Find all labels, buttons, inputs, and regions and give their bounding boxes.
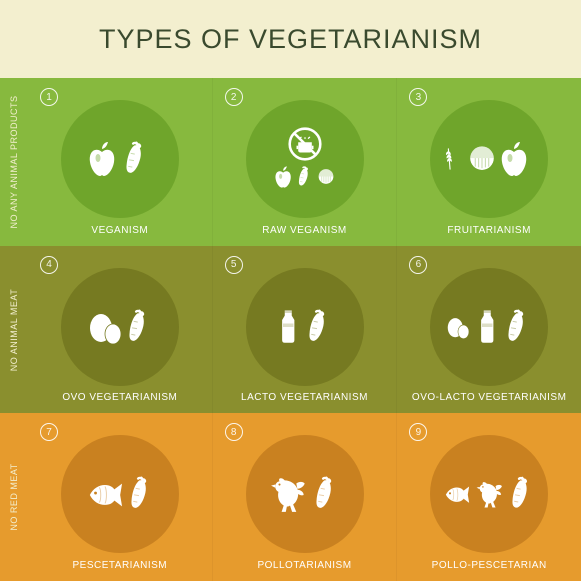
cell-9: 9 POLLO-PESCETARIAN [396,413,581,581]
cell-2: 2 RAW VEGANISM [212,78,397,246]
row-label: NO ANIMAL MEAT [9,250,19,410]
rooster-s-icon [475,478,507,510]
bottle-icon [475,303,503,351]
carrot-icon [308,305,334,349]
cell-1: 1 VEGANISM [28,78,212,246]
page: TYPES OF VEGETARIANISM NO ANY ANIMAL PRO… [0,0,581,581]
cells: 4 OVO VEGETARIANISM 5 LACTO VEGETARIANISM 6 O… [28,246,581,414]
carrot-icon [125,137,151,181]
eggs-icon [86,308,124,346]
cell-number: 2 [225,88,243,106]
row-label: NO RED MEAT [9,417,19,577]
apple-icon [501,140,533,178]
bottle-icon [276,303,304,351]
cell-3: 3 FRUITARIANISM [396,78,581,246]
page-title: TYPES OF VEGETARIANISM [99,24,482,55]
icon-circle [61,435,179,553]
apple-s-icon [275,165,295,189]
wheat-icon [445,138,463,180]
cell-number: 4 [40,256,58,274]
row-1: NO ANY ANIMAL PRODUCTS 1 VEGANISM 2 RAW VEGA… [0,78,581,246]
iconbox [442,287,537,367]
icon-circle [430,100,548,218]
icon-circle [246,435,364,553]
cell-label: POLLOTARIANISM [257,560,351,571]
icon-circle [246,268,364,386]
cells: 1 VEGANISM 2 RAW VEGANISM 3 FRUITARIANISM [28,78,581,246]
icon-circle [430,435,548,553]
cell-number: 7 [40,423,58,441]
cell-label: RAW VEGANISM [262,225,347,236]
iconbox [257,119,352,199]
cells: 7 PESCETARIANISM 8 POLLOTARIANISM 9 POLLO-PES… [28,413,581,581]
carrot-icon [511,472,537,516]
grid: NO ANY ANIMAL PRODUCTS 1 VEGANISM 2 RAW VEGA… [0,78,581,581]
iconbox [72,454,167,534]
iconbox [442,119,537,199]
row-label: NO ANY ANIMAL PRODUCTS [9,82,19,242]
cell-label: POLLO-PESCETARIAN [432,560,547,571]
nut-icon [467,143,497,175]
cell-number: 1 [40,88,58,106]
fish-icon [84,476,126,512]
cell-number: 9 [409,423,427,441]
iconbox [257,287,352,367]
cell-label: LACTO VEGETARIANISM [241,392,368,403]
carrot-s-icon [298,163,314,191]
cell-label: PESCETARIANISM [73,560,168,571]
carrot-icon [130,472,156,516]
cell-4: 4 OVO VEGETARIANISM [28,246,212,414]
cell-number: 5 [225,256,243,274]
fish-s-icon [442,481,472,507]
iconbox [442,454,537,534]
cell-number: 3 [409,88,427,106]
iconbox [257,454,352,534]
nut-s-icon [317,167,335,187]
icon-circle [430,268,548,386]
carrot-icon [128,305,154,349]
nopot-icon [288,127,322,161]
cell-number: 8 [225,423,243,441]
apple-icon [89,140,121,178]
cell-label: VEGANISM [91,225,148,236]
cell-label: OVO VEGETARIANISM [62,392,177,403]
carrot-icon [507,305,533,349]
cell-number: 6 [409,256,427,274]
title-area: TYPES OF VEGETARIANISM [0,0,581,78]
cell-8: 8 POLLOTARIANISM [212,413,397,581]
iconbox [72,119,167,199]
row-3: NO RED MEAT 7 PESCETARIANISM 8 POLLOTARIANIS… [0,413,581,581]
iconbox [72,287,167,367]
cell-6: 6 OVO-LACTO VEGETARIANISM [396,246,581,414]
icon-circle [61,268,179,386]
carrot-icon [315,472,341,516]
eggs-s-icon [445,314,471,340]
cell-label: FRUITARIANISM [447,225,531,236]
rooster-icon [269,473,311,515]
cell-7: 7 PESCETARIANISM [28,413,212,581]
icon-circle [246,100,364,218]
icon-circle [61,100,179,218]
row-2: NO ANIMAL MEAT 4 OVO VEGETARIANISM 5 LACTO V… [0,246,581,414]
cell-5: 5 LACTO VEGETARIANISM [212,246,397,414]
cell-label: OVO-LACTO VEGETARIANISM [412,392,567,403]
